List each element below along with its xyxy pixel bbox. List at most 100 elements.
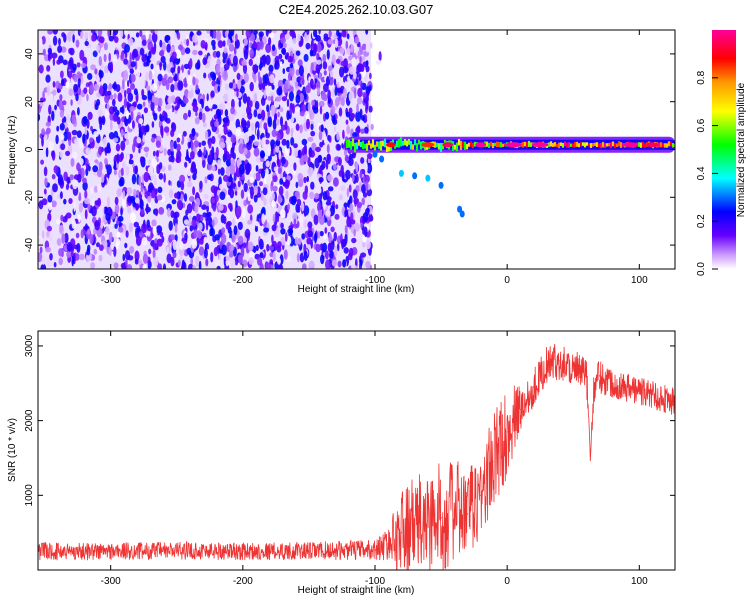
- noise-blob: [318, 177, 324, 183]
- noise-blob: [257, 186, 261, 195]
- noise-blob: [230, 106, 236, 115]
- noise-blob: [139, 30, 143, 37]
- snr-x-axis: -300 -200 -100 0 100: [101, 331, 648, 587]
- noise-blob: [151, 219, 157, 227]
- noise-blob: [195, 255, 200, 267]
- noise-blob: [350, 212, 354, 223]
- snr-point: [546, 364, 548, 366]
- noise-blob: [176, 180, 182, 188]
- signal-band-cell: [385, 143, 389, 152]
- noise-blob: [307, 244, 311, 250]
- noise-blob: [315, 63, 321, 74]
- noise-blob: [168, 155, 173, 163]
- noise-blob: [267, 116, 271, 126]
- noise-blob: [327, 242, 332, 253]
- noise-blob: [217, 40, 224, 48]
- noise-blob: [248, 58, 253, 66]
- noise-blob: [307, 166, 313, 177]
- noise-blob: [277, 257, 281, 265]
- noise-blob: [83, 87, 88, 94]
- noise-blob: [280, 124, 286, 131]
- noise-blob: [235, 118, 241, 130]
- noise-blob: [175, 49, 182, 59]
- noise-blob: [189, 58, 193, 69]
- secondary-trace: [372, 150, 465, 218]
- noise-blob: [346, 187, 350, 198]
- noise-blob: [90, 64, 96, 71]
- noise-blob: [249, 100, 253, 108]
- signal-band-cell: [605, 143, 609, 147]
- noise-blob: [289, 227, 293, 236]
- noise-blob: [52, 35, 58, 46]
- noise-blob: [309, 261, 315, 268]
- noise-blob: [365, 239, 371, 250]
- noise-blob: [120, 129, 124, 138]
- noise-blob: [72, 179, 78, 190]
- noise-blob: [303, 219, 308, 229]
- y-tick-label: 40: [24, 48, 35, 60]
- noise-blob: [354, 36, 360, 44]
- noise-blob: [307, 221, 313, 229]
- noise-blob: [133, 88, 138, 96]
- signal-band-cell: [523, 141, 527, 147]
- noise-blob: [348, 66, 355, 75]
- noise-blob: [202, 112, 206, 123]
- noise-blob: [315, 243, 321, 253]
- noise-blob: [328, 135, 332, 143]
- noise-blob: [80, 62, 87, 68]
- noise-blob: [203, 72, 207, 79]
- noise-blob: [352, 132, 358, 138]
- noise-blob: [159, 113, 163, 122]
- noise-blob: [285, 52, 290, 58]
- snr-point: [466, 513, 469, 515]
- noise-blob: [327, 186, 334, 192]
- signal-band-cell: [641, 141, 645, 148]
- noise-blob: [332, 163, 337, 171]
- noise-blob: [222, 40, 226, 47]
- noise-blob: [284, 179, 290, 190]
- noise-blob: [273, 148, 276, 155]
- noise-blob: [307, 102, 311, 113]
- noise-blob: [221, 227, 226, 234]
- noise-blob: [309, 78, 314, 89]
- noise-blob: [336, 30, 340, 37]
- noise-blob: [101, 173, 105, 184]
- noise-blob: [129, 195, 136, 202]
- noise-blob: [201, 204, 207, 210]
- noise-blob: [253, 30, 258, 35]
- noise-blob: [333, 231, 337, 242]
- noise-blob: [75, 232, 80, 239]
- noise-blob: [182, 130, 187, 137]
- noise-blob: [89, 137, 94, 143]
- noise-blob: [90, 262, 96, 269]
- noise-blob: [67, 131, 72, 143]
- signal-band-cell: [529, 142, 533, 147]
- noise-blob: [228, 251, 234, 258]
- noise-blob: [346, 33, 350, 40]
- noise-blob: [43, 188, 47, 195]
- noise-blob: [70, 30, 75, 35]
- noise-blob: [233, 172, 237, 181]
- noise-blob: [187, 91, 194, 99]
- noise-blob: [331, 54, 336, 65]
- noise-blob: [253, 194, 258, 203]
- x-tick-label: -200: [233, 576, 253, 587]
- noise-blob: [195, 230, 202, 240]
- noise-blob: [311, 142, 317, 152]
- noise-blob: [153, 112, 158, 121]
- noise-blob: [331, 114, 336, 123]
- noise-blob: [217, 168, 221, 175]
- noise-blob: [359, 259, 363, 267]
- noise-blob: [190, 140, 194, 152]
- noise-blob: [283, 82, 289, 94]
- noise-blob: [61, 78, 65, 87]
- noise-blob: [291, 75, 297, 83]
- noise-blob: [148, 165, 154, 177]
- noise-blob: [333, 126, 337, 133]
- noise-blob: [231, 98, 235, 110]
- noise-blob: [232, 152, 236, 160]
- noise-blob: [228, 244, 235, 252]
- noise-blob: [297, 33, 301, 43]
- noise-blob: [124, 44, 130, 53]
- signal-band-cell: [473, 141, 477, 147]
